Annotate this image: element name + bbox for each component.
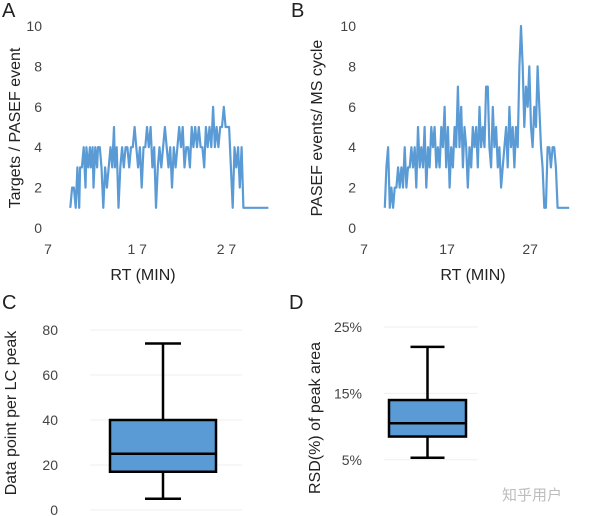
panel-c-y-tick-label: 60 [42,367,58,383]
panel-c-y-axis-title: Data point per LC peak [3,330,20,496]
panel-a-y-axis-title: Targets / PASEF event [7,47,24,208]
panel-b-x-axis-title: RT (MIN) [440,267,505,284]
watermark-text: 知乎用户 [502,486,562,504]
panel-a-y-tick-label: 4 [34,139,42,155]
panel-c-y-tick-label: 0 [50,502,58,516]
panel-b-y-tick-label: 0 [348,220,356,236]
panel-c-box [108,418,218,473]
panel-label-c: C [2,292,16,314]
panel-b-y-tick-label: 4 [348,139,356,155]
panel-a-series-line [69,105,269,209]
panel-c-y-tick-label: 80 [42,322,58,338]
panel-b-y-tick-label: 2 [348,180,356,196]
panel-b-x-tick-label: 17 [439,241,455,257]
panel-d-y-tick-label: 5% [342,452,362,468]
panel-a-y-tick-label: 0 [34,220,42,236]
panel-d-y-tick-label: 15% [334,385,362,401]
panel-b-series-line [383,24,570,209]
panel-label-a: A [2,0,16,22]
panel-a-x-tick-label: 7 [44,241,52,257]
panel-c-y-tick-label: 20 [42,457,58,473]
panel-d-y-axis-title: RSD(%) of peak area [307,342,324,494]
panel-d-y-tick-label: 25% [334,319,362,335]
panel-b-y-tick-label: 8 [348,58,356,74]
panel-b-y-tick-label: 6 [348,99,356,115]
panel-a-y-tick-label: 6 [34,99,42,115]
panel-label-b: B [291,0,304,22]
panel-a-y-tick-label: 10 [26,18,42,34]
panel-label-d: D [289,292,303,314]
panel-b-y-tick-label: 10 [340,18,356,34]
panel-a-y-tick-label: 8 [34,58,42,74]
panel-b-x-tick-label: 27 [522,241,538,257]
panel-b-x-tick-label: 7 [360,241,368,257]
panel-a-x-tick-label: 2 7 [217,241,237,257]
panel-b-y-axis-title: PASEF events/ MS cycle [309,40,326,217]
panel-c-y-tick-label: 40 [42,412,58,428]
panel-a-x-tick-label: 1 7 [127,241,147,257]
panel-a-x-axis-title: RT (MIN) [110,267,175,284]
panel-a-y-tick-label: 2 [34,180,42,196]
panel-d-box [387,398,468,438]
